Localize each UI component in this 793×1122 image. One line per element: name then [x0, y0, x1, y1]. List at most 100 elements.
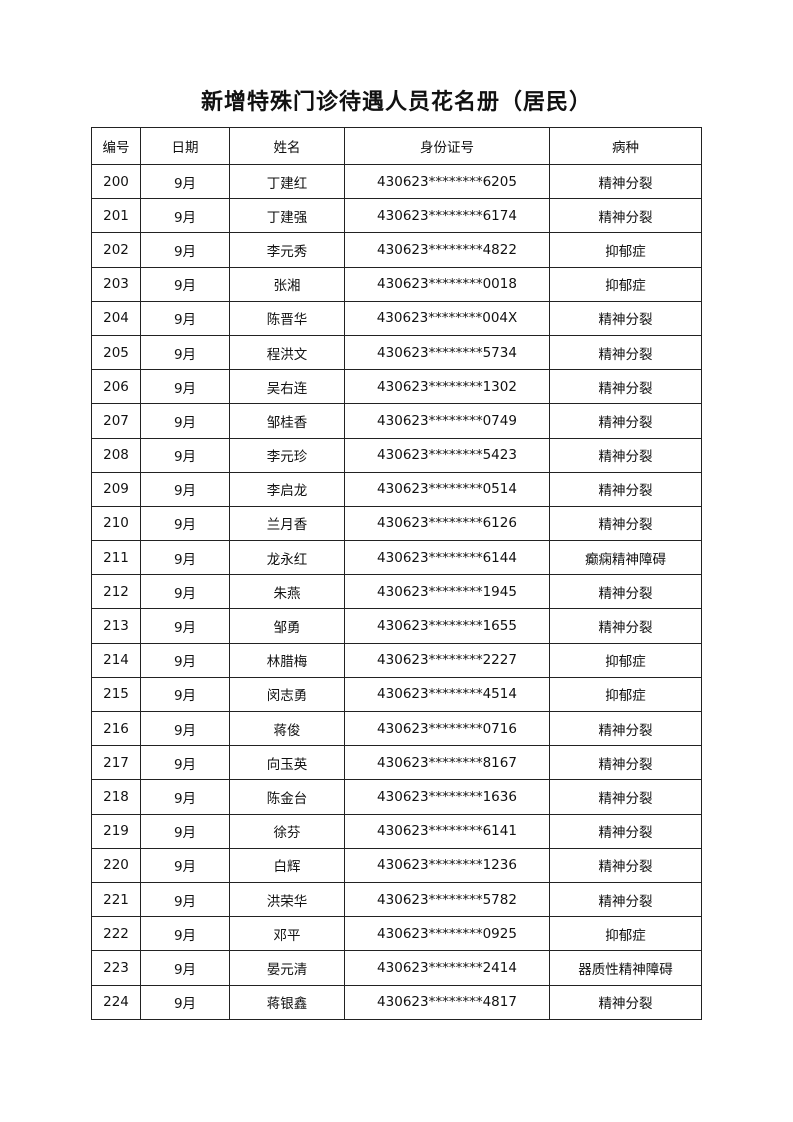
column-header-name: 姓名	[229, 127, 345, 165]
cell-disease: 精神分裂	[549, 403, 702, 439]
table-row: 222 9月 邓平 430623********0925 抑郁症	[91, 916, 702, 952]
cell-id: 222	[91, 916, 141, 952]
cell-id: 204	[91, 300, 141, 336]
cell-name: 邓平	[229, 916, 345, 952]
column-header-id: 编号	[91, 127, 141, 165]
cell-name: 李元珍	[229, 437, 345, 473]
cell-date: 9月	[140, 847, 230, 883]
cell-name: 邹桂香	[229, 403, 345, 439]
cell-disease: 抑郁症	[549, 916, 702, 952]
table-row: 217 9月 向玉英 430623********8167 精神分裂	[91, 745, 702, 781]
cell-name: 李元秀	[229, 232, 345, 268]
cell-id-number: 430623********6126	[344, 505, 550, 542]
table-row: 216 9月 蒋俊 430623********0716 精神分裂	[91, 710, 702, 747]
cell-date: 9月	[140, 984, 230, 1020]
cell-id: 220	[91, 847, 141, 883]
cell-id-number: 430623********6205	[344, 163, 550, 200]
cell-disease: 精神分裂	[549, 437, 702, 473]
cell-id-number: 430623********1655	[344, 608, 550, 644]
cell-name: 李启龙	[229, 471, 345, 507]
cell-date: 9月	[140, 198, 230, 234]
cell-id: 209	[91, 471, 141, 507]
cell-name: 晏元清	[229, 950, 345, 986]
cell-id: 201	[91, 198, 141, 234]
cell-id-number: 430623********6141	[344, 813, 550, 849]
table-row: 208 9月 李元珍 430623********5423 精神分裂	[91, 437, 702, 473]
table-row: 219 9月 徐芬 430623********6141 精神分裂	[91, 813, 702, 849]
cell-id: 211	[91, 540, 141, 576]
column-header-id-number: 身份证号	[344, 127, 550, 165]
cell-date: 9月	[140, 300, 230, 336]
cell-date: 9月	[140, 334, 230, 371]
cell-id-number: 430623********2227	[344, 642, 550, 678]
cell-id-number: 430623********6174	[344, 198, 550, 234]
cell-name: 陈晋华	[229, 300, 345, 336]
cell-date: 9月	[140, 163, 230, 200]
cell-disease: 精神分裂	[549, 574, 702, 610]
cell-disease: 精神分裂	[549, 505, 702, 542]
cell-name: 徐芬	[229, 813, 345, 849]
cell-disease: 抑郁症	[549, 266, 702, 302]
cell-name: 张湘	[229, 266, 345, 302]
cell-id-number: 430623********6144	[344, 540, 550, 576]
cell-id-number: 430623********0018	[344, 266, 550, 302]
cell-disease: 精神分裂	[549, 813, 702, 849]
table-row: 224 9月 蒋银鑫 430623********4817 精神分裂	[91, 984, 702, 1020]
cell-disease: 精神分裂	[549, 710, 702, 747]
table-row: 215 9月 闵志勇 430623********4514 抑郁症	[91, 676, 702, 713]
cell-date: 9月	[140, 881, 230, 918]
cell-date: 9月	[140, 950, 230, 986]
cell-name: 蒋俊	[229, 710, 345, 747]
cell-name: 林腊梅	[229, 642, 345, 678]
cell-id: 200	[91, 163, 141, 200]
cell-name: 闵志勇	[229, 676, 345, 713]
cell-id-number: 430623********4817	[344, 984, 550, 1020]
table-row: 218 9月 陈金台 430623********1636 精神分裂	[91, 779, 702, 815]
column-header-disease: 病种	[549, 127, 702, 165]
cell-id: 215	[91, 676, 141, 713]
cell-id: 205	[91, 334, 141, 371]
cell-name: 丁建红	[229, 163, 345, 200]
cell-disease: 精神分裂	[549, 847, 702, 883]
cell-date: 9月	[140, 642, 230, 678]
cell-name: 朱燕	[229, 574, 345, 610]
cell-id-number: 430623********0716	[344, 710, 550, 747]
cell-id-number: 430623********0514	[344, 471, 550, 507]
cell-date: 9月	[140, 505, 230, 542]
table-row: 202 9月 李元秀 430623********4822 抑郁症	[91, 232, 702, 268]
cell-date: 9月	[140, 540, 230, 576]
cell-date: 9月	[140, 779, 230, 815]
cell-disease: 癫痫精神障碍	[549, 540, 702, 576]
cell-disease: 精神分裂	[549, 369, 702, 405]
cell-date: 9月	[140, 608, 230, 644]
table-row: 205 9月 程洪文 430623********5734 精神分裂	[91, 334, 702, 371]
cell-disease: 精神分裂	[549, 334, 702, 371]
page-title: 新增特殊门诊待遇人员花名册（居民）	[200, 89, 592, 115]
cell-name: 吴右连	[229, 369, 345, 405]
cell-id: 212	[91, 574, 141, 610]
cell-disease: 精神分裂	[549, 163, 702, 200]
cell-disease: 精神分裂	[549, 608, 702, 644]
table-row: 213 9月 邹勇 430623********1655 精神分裂	[91, 608, 702, 644]
cell-disease: 精神分裂	[549, 471, 702, 507]
cell-id-number: 430623********5423	[344, 437, 550, 473]
cell-name: 丁建强	[229, 198, 345, 234]
cell-disease: 精神分裂	[549, 300, 702, 336]
cell-id: 224	[91, 984, 141, 1020]
cell-date: 9月	[140, 916, 230, 952]
cell-name: 洪荣华	[229, 881, 345, 918]
table-row: 204 9月 陈晋华 430623********004X 精神分裂	[91, 300, 702, 336]
cell-name: 兰月香	[229, 505, 345, 542]
cell-id-number: 430623********5734	[344, 334, 550, 371]
cell-disease: 抑郁症	[549, 676, 702, 713]
cell-date: 9月	[140, 437, 230, 473]
cell-id: 207	[91, 403, 141, 439]
cell-disease: 精神分裂	[549, 881, 702, 918]
cell-id: 221	[91, 881, 141, 918]
table-row: 209 9月 李启龙 430623********0514 精神分裂	[91, 471, 702, 507]
cell-id-number: 430623********1945	[344, 574, 550, 610]
cell-disease: 精神分裂	[549, 779, 702, 815]
table-row: 210 9月 兰月香 430623********6126 精神分裂	[91, 505, 702, 542]
cell-id: 219	[91, 813, 141, 849]
cell-name: 向玉英	[229, 745, 345, 781]
